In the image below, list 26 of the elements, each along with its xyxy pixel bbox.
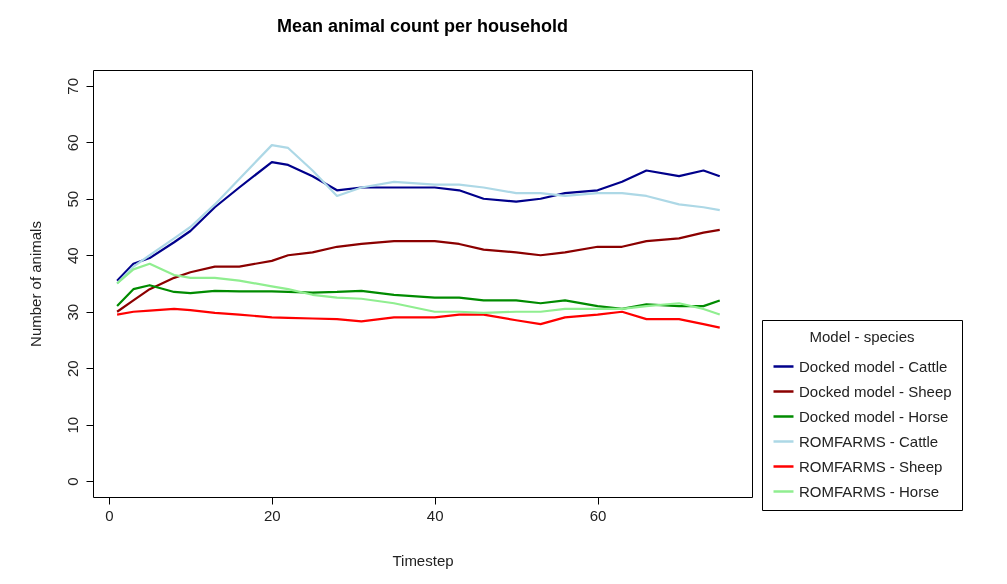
legend-label: ROMFARMS - Cattle <box>799 432 939 450</box>
y-axis-title: Number of animals <box>26 221 44 347</box>
line-series <box>116 307 721 329</box>
y-tick-label: 70 <box>63 77 81 95</box>
y-tick-label: 20 <box>63 360 81 378</box>
legend-label: ROMFARMS - Horse <box>799 482 940 500</box>
y-tick-label: 40 <box>63 247 81 265</box>
line-series <box>116 262 721 316</box>
legend-label: ROMFARMS - Sheep <box>799 457 943 475</box>
line-series <box>116 228 721 313</box>
legend-label: Docked model - Sheep <box>799 382 952 400</box>
line-series <box>116 284 721 311</box>
legend-title: Model - species <box>809 328 915 345</box>
x-tick-label: 40 <box>426 506 444 524</box>
y-tick-label: 0 <box>63 477 81 486</box>
y-tick-label: 60 <box>63 134 81 152</box>
x-axis-title: Timestep <box>392 551 454 569</box>
x-tick-label: 20 <box>264 506 281 524</box>
y-tick-label: 30 <box>63 303 81 321</box>
chart-title: Mean animal count per household <box>276 16 569 36</box>
x-tick-label: 0 <box>105 506 114 524</box>
legend-label: Docked model - Horse <box>799 407 949 425</box>
y-tick-label: 50 <box>63 190 81 208</box>
y-tick-label: 10 <box>63 416 81 434</box>
legend-label: Docked model - Cattle <box>799 357 948 375</box>
x-tick-label: 60 <box>589 506 607 524</box>
